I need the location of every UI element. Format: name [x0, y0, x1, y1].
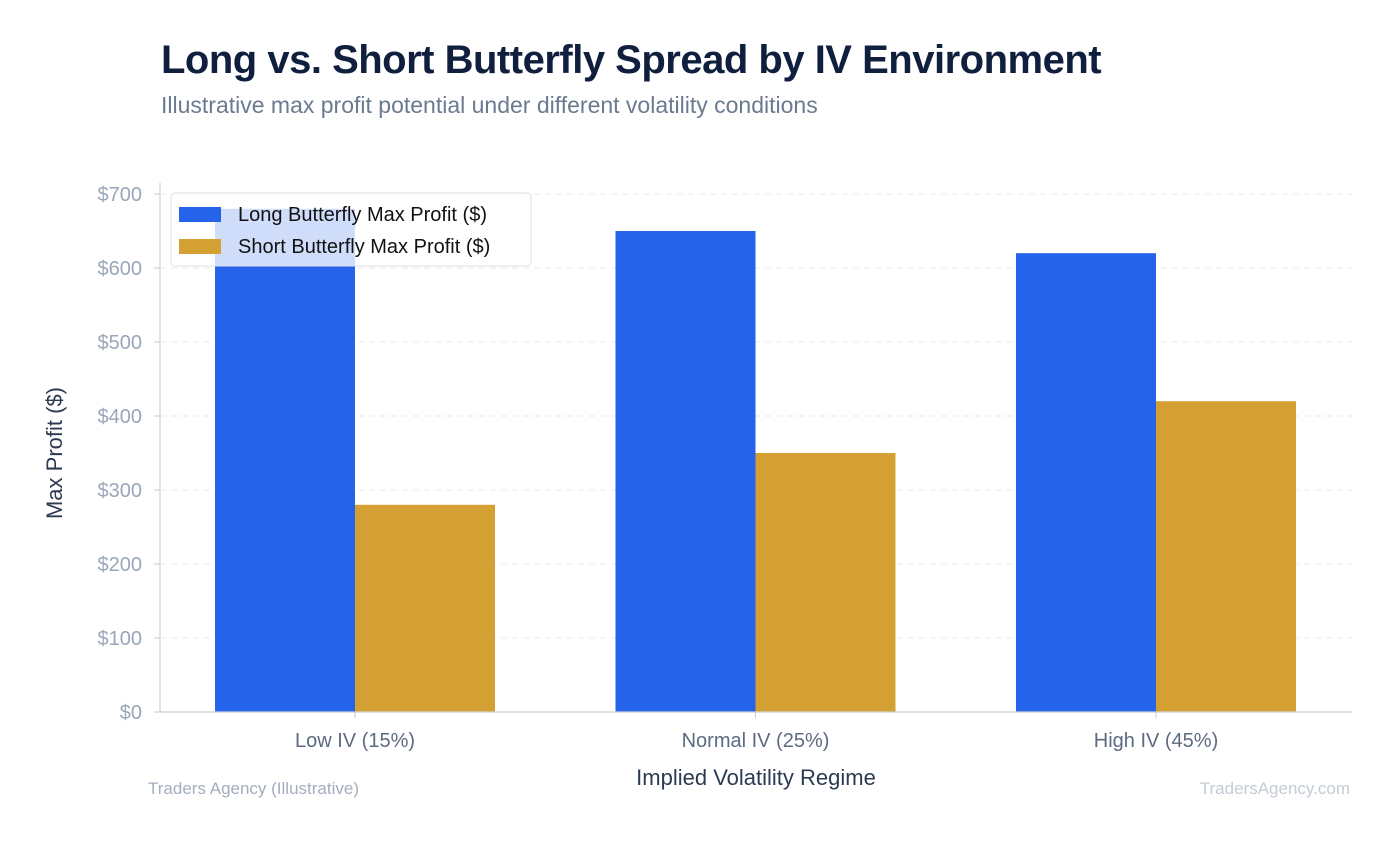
source-note: Traders Agency (Illustrative): [148, 779, 359, 798]
bar-long-2: [615, 231, 756, 712]
legend-swatch: [179, 239, 221, 254]
legend: Long Butterfly Max Profit ($) Short Butte…: [170, 192, 532, 267]
y-tick-label: $400: [98, 406, 143, 428]
chart-title: Long vs. Short Butterfly Spread by IV En…: [161, 38, 1102, 82]
x-axis-ticks: Low IV (15%) Normal IV (25%) High IV (45%): [295, 712, 1218, 752]
legend-label: Short Butterfly Max Profit ($): [238, 236, 490, 258]
x-axis-title: Implied Volatility Regime: [636, 765, 876, 790]
x-tick-label: Normal IV (25%): [682, 730, 830, 752]
x-tick-label: High IV (45%): [1094, 730, 1219, 752]
bar-long-3: [1016, 253, 1156, 712]
legend-label: Long Butterfly Max Profit ($): [238, 204, 487, 226]
bar-long-1: [215, 208, 355, 713]
y-tick-label: $0: [120, 702, 142, 724]
y-tick-label: $100: [98, 628, 143, 650]
watermark: TradersAgency.com: [1199, 779, 1350, 798]
bar-short-1: [355, 504, 495, 712]
bar-short-2: [755, 453, 896, 712]
x-tick-label: Low IV (15%): [295, 730, 415, 752]
y-axis-ticks: $0 $100 $200 $300 $400 $500 $600 $700: [98, 184, 160, 724]
bars: [215, 208, 1296, 713]
bar-short-3: [1156, 401, 1296, 712]
y-axis-title: Max Profit ($): [42, 387, 67, 519]
y-tick-label: $200: [98, 554, 143, 576]
legend-swatch: [179, 207, 221, 222]
y-tick-label: $600: [98, 258, 143, 280]
chart-subtitle: Illustrative max profit potential under …: [161, 92, 818, 118]
y-tick-label: $300: [98, 480, 143, 502]
y-tick-label: $500: [98, 332, 143, 354]
y-tick-label: $700: [98, 184, 143, 206]
legend-box: [170, 192, 532, 267]
